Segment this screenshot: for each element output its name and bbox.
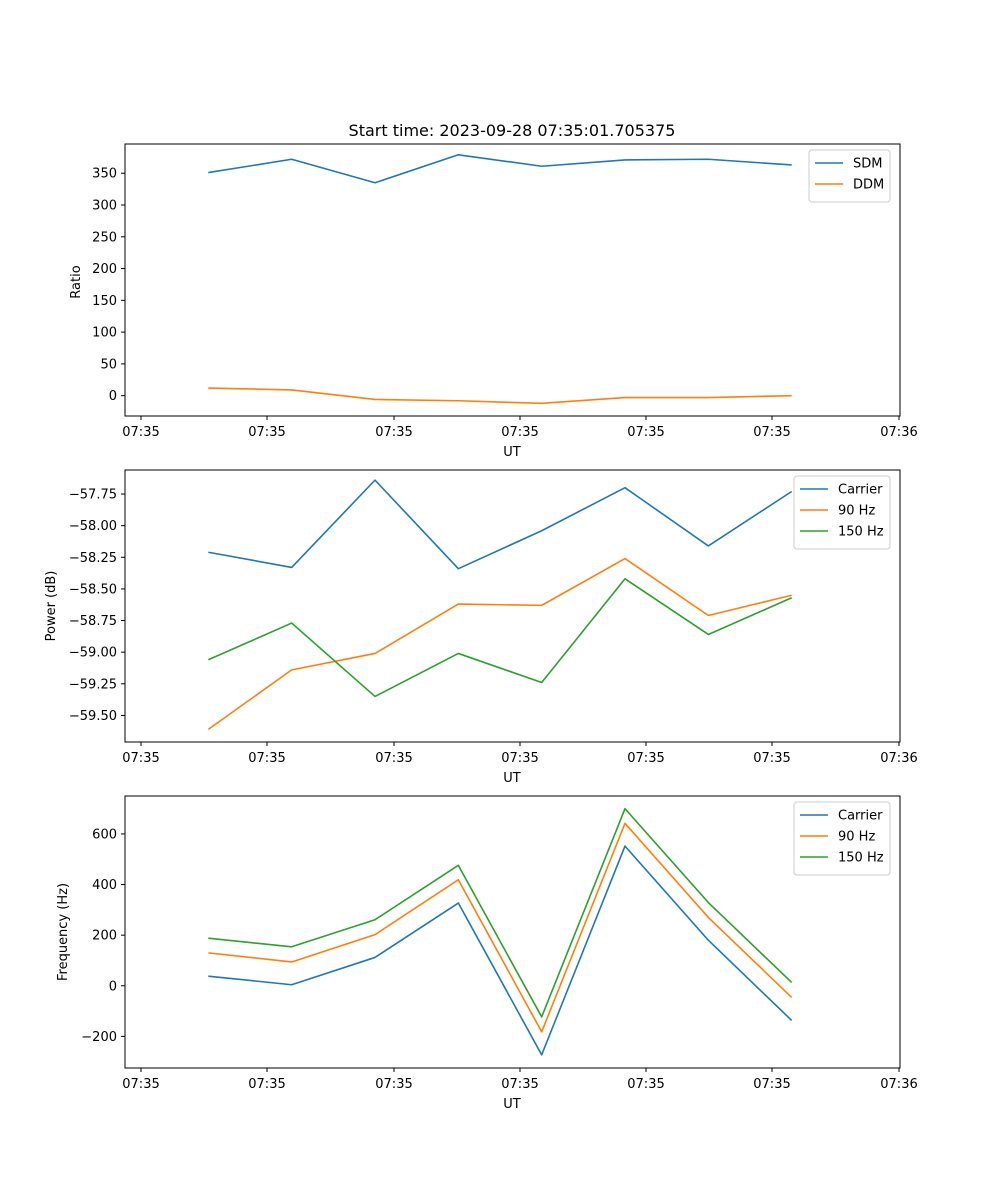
x-tick-label: 07:35: [627, 425, 664, 440]
y-axis-label: Power (dB): [44, 571, 59, 642]
x-axis-label: UT: [503, 445, 521, 460]
x-tick-label: 07:35: [122, 751, 159, 766]
series-line-150-hz: [208, 807, 793, 1018]
legend-label: 150 Hz: [838, 525, 884, 540]
y-tick-label: 200: [92, 929, 117, 944]
y-tick-label: 0: [109, 979, 117, 994]
series-line-90-hz: [208, 822, 793, 1033]
ratio-panel: Start time: 2023-09-28 07:35:01.705375 U…: [69, 121, 918, 460]
legend: Carrier 90 Hz 150 Hz: [793, 475, 891, 550]
legend-label: Carrier: [838, 809, 883, 824]
series-line-sdm: [208, 154, 792, 184]
series-line-ddm: [208, 387, 792, 405]
x-tick-label: 07:36: [880, 751, 917, 766]
x-tick-label: 07:35: [753, 751, 790, 766]
y-tick-label: 100: [92, 326, 117, 341]
legend: Carrier 90 Hz 150 Hz: [793, 801, 891, 876]
y-tick-label: 250: [92, 230, 117, 245]
legend-label: Carrier: [838, 483, 883, 498]
legend-label: SDM: [853, 157, 882, 172]
y-tick-label: −58.00: [69, 519, 117, 534]
y-tick-label: 300: [92, 199, 117, 214]
x-tick-label: 07:35: [375, 1077, 412, 1092]
legend-label: 90 Hz: [838, 830, 875, 845]
chart-title: Start time: 2023-09-28 07:35:01.705375: [349, 121, 676, 140]
y-tick-label: −58.75: [69, 614, 117, 629]
power-panel: UT Power (dB) 07:35 07:35 07:35 07:35 07:35 0…: [44, 469, 918, 786]
x-tick-label: 07:35: [248, 425, 285, 440]
y-axis-label: Frequency (Hz): [56, 883, 71, 981]
x-tick-label: 07:35: [248, 1077, 285, 1092]
x-tick-label: 07:35: [375, 425, 412, 440]
x-tick-label: 07:35: [753, 1077, 790, 1092]
x-tick-label: 07:35: [627, 751, 664, 766]
y-tick-label: −59.25: [69, 677, 117, 692]
x-axis-label: UT: [503, 1097, 521, 1112]
y-tick-label: 350: [92, 167, 117, 182]
y-tick-label: 400: [92, 878, 117, 893]
plot-area-frame: [124, 795, 901, 1069]
plot-area-frame: [124, 143, 901, 417]
x-tick-label: 07:35: [501, 425, 538, 440]
series-line-carrier: [208, 479, 793, 570]
y-tick-label: 0: [109, 389, 117, 404]
x-tick-label: 07:35: [501, 1077, 538, 1092]
y-tick-label: −59.00: [69, 646, 117, 661]
y-tick-label: 200: [92, 262, 117, 277]
legend-label: 150 Hz: [838, 851, 884, 866]
plot-area-frame: [124, 469, 901, 743]
series-line-90-hz: [207, 557, 792, 731]
y-tick-label: 600: [92, 827, 117, 842]
x-tick-label: 07:35: [501, 751, 538, 766]
frequency-panel: UT Frequency (Hz) 07:35 07:35 07:35 07:35 07…: [56, 795, 918, 1112]
y-tick-label: −59.50: [69, 709, 117, 724]
y-tick-label: −200: [81, 1030, 117, 1045]
legend-label: 90 Hz: [838, 504, 875, 519]
y-tick-label: 150: [92, 294, 117, 309]
x-tick-label: 07:36: [880, 1077, 917, 1092]
x-tick-label: 07:35: [122, 1077, 159, 1092]
x-tick-label: 07:36: [880, 425, 917, 440]
x-tick-label: 07:35: [122, 425, 159, 440]
x-tick-label: 07:35: [248, 751, 285, 766]
series-line-150-hz: [208, 577, 792, 698]
x-axis-label: UT: [503, 771, 521, 786]
x-tick-label: 07:35: [753, 425, 790, 440]
x-tick-label: 07:35: [627, 1077, 664, 1092]
legend: SDM DDM: [808, 149, 891, 203]
x-tick-label: 07:35: [375, 751, 412, 766]
y-axis-label: Ratio: [69, 265, 84, 298]
y-tick-label: −58.50: [69, 582, 117, 597]
y-tick-label: −58.25: [69, 551, 117, 566]
y-tick-label: 50: [100, 357, 117, 372]
y-tick-label: −57.75: [69, 488, 117, 503]
legend-label: DDM: [853, 178, 884, 193]
series-line-carrier: [208, 845, 793, 1056]
